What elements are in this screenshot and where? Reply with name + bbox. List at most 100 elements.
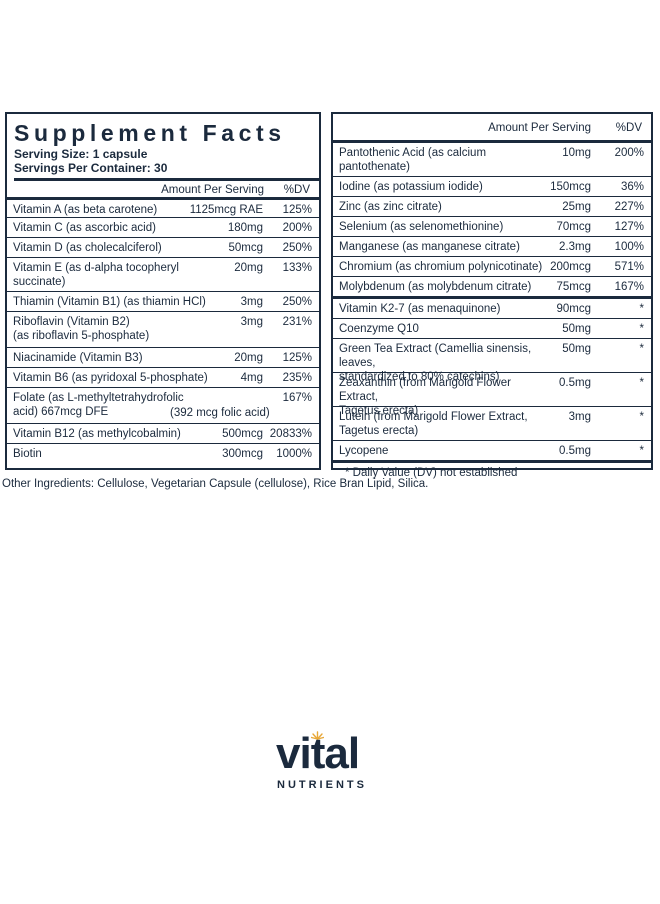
nutrient-name: Thiamin (Vitamin B1) (as thiamin HCl)	[13, 296, 206, 308]
nutrient-dv: 125%	[282, 204, 312, 216]
header-amount: Amount Per Serving	[488, 122, 591, 134]
nutrient-name-line2: Tagetus erecta)	[339, 425, 419, 437]
nutrient-amount: 500mcg	[222, 428, 263, 440]
nutrient-row: Vitamin K2-7 (as menaquinone) 90mcg *	[333, 296, 651, 318]
nutrient-row: Vitamin C (as ascorbic acid) 180mg 200%	[7, 217, 319, 237]
nutrient-dv: 571%	[614, 261, 644, 273]
nutrient-amount: 70mcg	[556, 221, 591, 233]
nutrient-amount: 3mg	[240, 316, 263, 328]
nutrient-amount: 20mg	[234, 262, 263, 274]
nutrient-row: Green Tea Extract (Camellia sinensis, le…	[333, 338, 651, 383]
nutrient-row: Biotin 300mcg 1000%	[7, 443, 319, 463]
nutrient-dv: 227%	[614, 201, 644, 213]
nutrient-row: Pantothenic Acid (as calcium pantothenat…	[333, 140, 651, 176]
nutrient-name: Vitamin B12 (as methylcobalmin)	[13, 428, 181, 440]
nutrient-dv: 235%	[282, 372, 312, 384]
nutrient-row: Iodine (as potassium iodide) 150mcg 36%	[333, 176, 651, 196]
nutrient-name: Lycopene	[339, 445, 389, 457]
vital-nutrients-logo: vital NUTRIENTS	[272, 728, 388, 798]
right-nutrient-list: Pantothenic Acid (as calcium pantothenat…	[333, 140, 651, 460]
nutrient-dv: 127%	[614, 221, 644, 233]
servings-per-container: Servings Per Container: 30	[14, 161, 319, 181]
nutrient-amount: 180mg	[227, 222, 263, 234]
nutrient-name: Vitamin C (as ascorbic acid)	[13, 222, 156, 234]
nutrient-amount: 1125mcg RAE	[189, 204, 263, 216]
nutrient-name: Zeaxanthin (from Marigold Flower Extract…	[339, 377, 511, 403]
serving-size: Serving Size: 1 capsule	[14, 147, 148, 161]
nutrient-dv: 167%	[614, 281, 644, 293]
nutrient-dv: 36%	[620, 181, 644, 193]
supplement-facts-left-panel: Supplement Facts Serving Size: 1 capsule…	[5, 112, 321, 470]
nutrient-dv: 20833%	[269, 428, 312, 440]
nutrient-dv: 250%	[282, 242, 312, 254]
nutrient-name: Green Tea Extract (Camellia sinensis, le…	[339, 343, 532, 369]
nutrient-dv: 100%	[614, 241, 644, 253]
nutrient-amount: 10mg	[562, 147, 591, 159]
nutrient-name: Chromium (as chromium polynicotinate)	[339, 261, 543, 273]
nutrient-row: Manganese (as manganese citrate) 2.3mg 100…	[333, 236, 651, 256]
nutrient-dv: 133%	[282, 262, 312, 274]
nutrient-amount: 0.5mg	[559, 445, 591, 457]
nutrient-row: Coenzyme Q10 50mg *	[333, 318, 651, 338]
nutrient-name: Iodine (as potassium iodide)	[339, 181, 483, 193]
header-amount: Amount Per Serving	[161, 184, 264, 196]
nutrient-dv: 231%	[282, 316, 312, 328]
nutrient-dv: *	[639, 411, 644, 423]
nutrient-dv: 125%	[282, 352, 312, 364]
nutrient-name-line2: standardized to 80% catechins)	[339, 371, 500, 383]
nutrient-name: Zinc (as zinc citrate)	[339, 201, 442, 213]
nutrient-amount: 300mcg	[222, 448, 263, 460]
nutrient-name-line2: Tagetus erecta)	[339, 405, 419, 417]
left-column-header: Amount Per Serving %DV	[7, 181, 319, 197]
nutrient-amount: 200mcg	[550, 261, 591, 273]
nutrient-name: Vitamin D (as cholecalciferol)	[13, 242, 162, 254]
nutrient-row: Niacinamide (Vitamin B3) 20mg 125%	[7, 347, 319, 367]
logo-subtitle: NUTRIENTS	[277, 779, 367, 791]
logo-sunburst-icon	[311, 731, 324, 740]
nutrient-row: Zeaxanthin (from Marigold Flower Extract…	[333, 372, 651, 417]
supplement-facts-title: Supplement Facts	[14, 120, 286, 146]
nutrient-amount: 3mg	[240, 296, 263, 308]
nutrient-row: Riboflavin (Vitamin B2) (as riboflavin 5-…	[7, 311, 319, 347]
logo-wordmark: vital	[276, 729, 360, 778]
other-ingredients: Other Ingredients: Cellulose, Vegetarian…	[2, 478, 429, 490]
nutrient-row: Lycopene 0.5mg *	[333, 440, 651, 460]
nutrient-row: Vitamin B12 (as methylcobalmin) 500mcg 208…	[7, 423, 319, 443]
nutrient-row: Molybdenum (as molybdenum citrate) 75mcg 1…	[333, 276, 651, 296]
nutrient-dv: *	[639, 343, 644, 355]
nutrient-row: Vitamin E (as d-alpha tocopheryl succina…	[7, 257, 319, 291]
nutrient-amount: 75mcg	[556, 281, 591, 293]
nutrient-amount: 0.5mg	[559, 377, 591, 389]
nutrient-amount: 2.3mg	[559, 241, 591, 253]
header-dv: %DV	[615, 122, 642, 134]
nutrient-amount: 150mcg	[550, 181, 591, 193]
nutrient-name-line2: (as riboflavin 5-phosphate)	[13, 330, 150, 342]
nutrient-name: Vitamin E (as d-alpha tocopheryl succina…	[13, 262, 179, 288]
nutrient-row: Chromium (as chromium polynicotinate) 200…	[333, 256, 651, 276]
nutrient-amount: 50mcg	[228, 242, 263, 254]
nutrient-name: Pantothenic Acid (as calcium pantothenat…	[339, 147, 487, 173]
nutrient-name: Coenzyme Q10	[339, 323, 419, 335]
supplement-facts-right-panel: Amount Per Serving %DV Pantothenic Acid …	[331, 112, 653, 479]
folic-acid-note: (392 mcg folic acid)	[170, 407, 270, 419]
dv-footnote: * Daily Value (DV) not established	[333, 460, 651, 479]
nutrient-dv: *	[639, 323, 644, 335]
nutrient-amount: 50mg	[562, 343, 591, 355]
nutrient-dv: *	[639, 303, 644, 315]
nutrient-dv: 200%	[614, 147, 644, 159]
nutrient-name: Folate (as L-methyltetrahydrofolic acid)…	[13, 392, 184, 418]
nutrient-name: Selenium (as selenomethionine)	[339, 221, 504, 233]
nutrient-name: Lutein (from Marigold Flower Extract,	[339, 411, 528, 423]
nutrient-dv: *	[639, 377, 644, 389]
nutrient-amount: 50mg	[562, 323, 591, 335]
nutrient-name: Vitamin A (as beta carotene)	[13, 204, 158, 216]
nutrient-row: Vitamin B6 (as pyridoxal 5-phosphate) 4mg…	[7, 367, 319, 387]
nutrient-row: Selenium (as selenomethionine) 70mcg 127%	[333, 216, 651, 236]
nutrient-row: Zinc (as zinc citrate) 25mg 227%	[333, 196, 651, 216]
nutrient-name: Niacinamide (Vitamin B3)	[13, 352, 143, 364]
nutrient-name: Biotin	[13, 448, 42, 460]
nutrient-amount: 90mcg	[556, 303, 591, 315]
nutrient-dv: 167%	[282, 392, 312, 404]
nutrient-name: Riboflavin (Vitamin B2)	[13, 316, 130, 328]
nutrient-amount: 4mg	[240, 372, 263, 384]
